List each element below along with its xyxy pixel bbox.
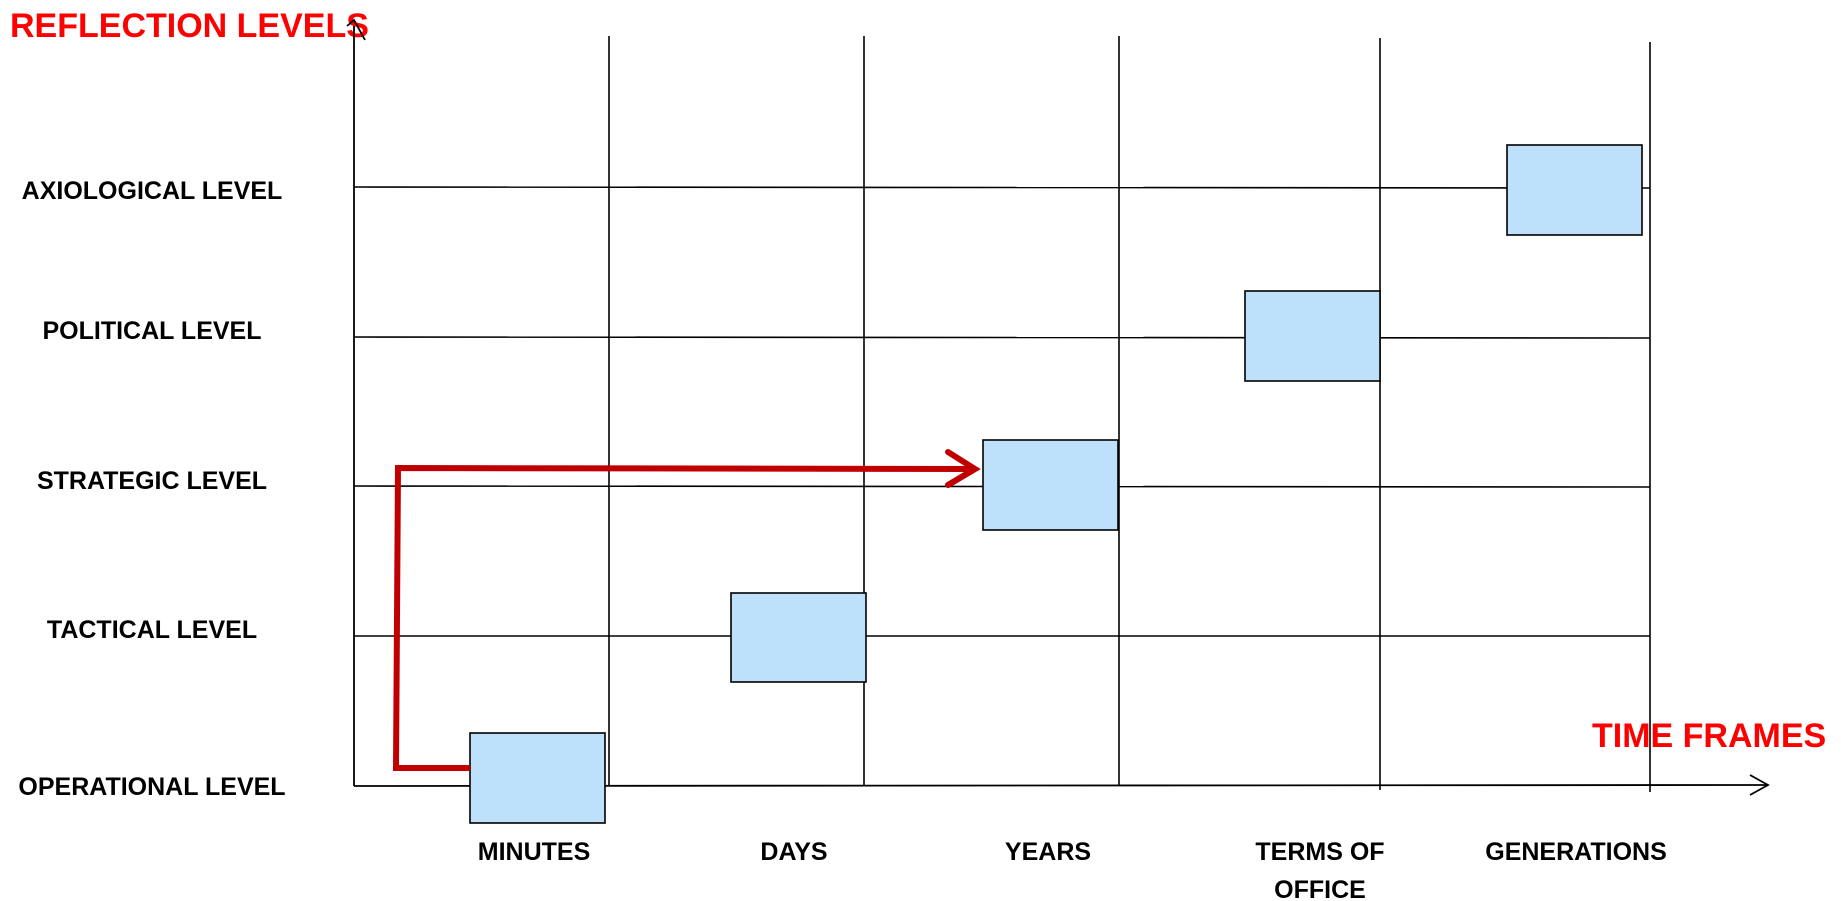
time-label-generations: GENERATIONS bbox=[1485, 838, 1667, 866]
level-label-tactical: TACTICAL LEVEL bbox=[47, 616, 257, 644]
time-label-days: DAYS bbox=[760, 838, 827, 866]
y-axis-arrowhead bbox=[346, 18, 366, 41]
time-label-years: YEARS bbox=[1005, 838, 1091, 866]
x-axis-title: TIME FRAMES bbox=[1592, 717, 1826, 755]
level-label-axiological: AXIOLOGICAL LEVEL bbox=[22, 177, 283, 205]
level-labels: AXIOLOGICAL LEVEL POLITICAL LEVEL STRATE… bbox=[18, 177, 285, 801]
box-strategic-years bbox=[982, 439, 1119, 531]
box-tactical-days bbox=[730, 592, 867, 683]
axes bbox=[346, 18, 1770, 796]
escalation-arrow bbox=[392, 464, 976, 771]
level-label-political: POLITICAL LEVEL bbox=[43, 317, 262, 345]
grid-hline-axiological bbox=[353, 186, 1651, 189]
box-axiological-generations bbox=[1506, 144, 1643, 236]
level-label-strategic: STRATEGIC LEVEL bbox=[37, 467, 267, 495]
time-frame-labels: MINUTES DAYS YEARS TERMS OF OFFICE GENER… bbox=[478, 838, 1667, 901]
time-label-minutes: MINUTES bbox=[478, 838, 591, 866]
box-operational-minutes bbox=[469, 732, 606, 824]
x-axis-arrowhead bbox=[1749, 774, 1770, 796]
level-label-operational: OPERATIONAL LEVEL bbox=[18, 773, 285, 801]
grid-hline-political bbox=[353, 336, 1651, 339]
horizontal-grid bbox=[353, 186, 1651, 637]
level-boxes bbox=[469, 144, 1643, 824]
y-axis-title: REFLECTION LEVELS bbox=[10, 7, 369, 45]
box-political-terms bbox=[1244, 290, 1381, 382]
time-label-terms-line2: OFFICE bbox=[1274, 876, 1366, 901]
escalation-arrowhead bbox=[945, 449, 981, 488]
time-label-terms-line1: TERMS OF bbox=[1255, 838, 1384, 866]
